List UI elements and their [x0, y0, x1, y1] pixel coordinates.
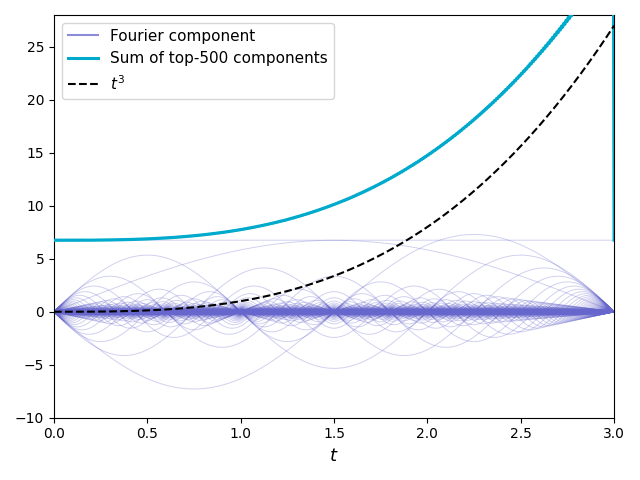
- Legend: Fourier component, Sum of top-500 components, $t^3$: Fourier component, Sum of top-500 compon…: [61, 23, 334, 99]
- X-axis label: $t$: $t$: [329, 447, 339, 465]
